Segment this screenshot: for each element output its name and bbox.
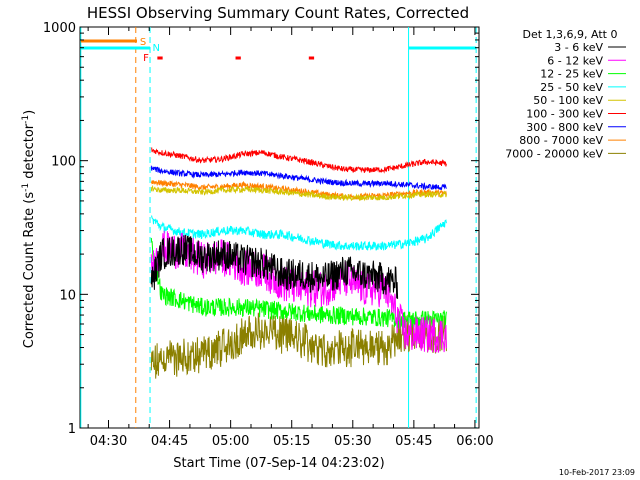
series-line-300-800-kev bbox=[150, 165, 447, 191]
chart-title: HESSI Observing Summary Count Rates, Cor… bbox=[87, 4, 469, 22]
legend-label: 6 - 12 keV bbox=[547, 54, 603, 67]
flag-label: S bbox=[140, 37, 146, 48]
legend-label: 50 - 100 keV bbox=[533, 94, 603, 107]
plot-area: SNF bbox=[79, 26, 480, 429]
x-tick-label: 04:45 bbox=[151, 434, 188, 449]
legend-label: 3 - 6 keV bbox=[554, 41, 603, 54]
series-line-100-300-kev bbox=[151, 147, 447, 174]
legend-label: 800 - 7000 keV bbox=[519, 134, 603, 147]
flag-label: N bbox=[152, 43, 159, 54]
legend-label: 25 - 50 keV bbox=[540, 81, 603, 94]
series-line-6-12-kev bbox=[150, 230, 447, 353]
series-line-3-6-kev bbox=[150, 234, 399, 299]
flag-label: F bbox=[143, 53, 149, 64]
x-axis-label: Start Time (07-Sep-14 04:23:02) bbox=[173, 456, 384, 471]
x-tick-label: 04:30 bbox=[90, 434, 127, 449]
series-line-25-50-kev bbox=[150, 214, 447, 251]
y-tick-label: 100 bbox=[51, 155, 76, 170]
legend-header: Det 1,3,6,9, Att 0 bbox=[523, 28, 618, 41]
legend-label: 300 - 800 keV bbox=[526, 121, 603, 134]
y-tick-label: 1 bbox=[68, 422, 76, 437]
plot-frame bbox=[79, 26, 480, 429]
legend-label: 7000 - 20000 keV bbox=[505, 147, 603, 160]
series-line-800-7000-kev bbox=[150, 179, 447, 201]
legend-label: 12 - 25 keV bbox=[540, 68, 603, 81]
x-tick-label: 05:30 bbox=[334, 434, 371, 449]
x-tick-label: 05:45 bbox=[395, 434, 432, 449]
y-tick-label: 1000 bbox=[43, 21, 76, 36]
x-tick-label: 05:15 bbox=[273, 434, 310, 449]
timestamp: 10-Feb-2017 23:09 bbox=[559, 468, 635, 477]
legend-label: 100 - 300 keV bbox=[526, 108, 603, 121]
x-axis: 04:30 04:45 05:00 05:15 05:30 05:45 06:00 bbox=[87, 27, 494, 449]
y-axis-label: Corrected Count Rate (s-1 detector-1) bbox=[21, 110, 37, 348]
y-axis: 1 10 100 1000 bbox=[43, 21, 479, 437]
y-tick-label: 10 bbox=[59, 288, 76, 303]
series-line-50-100-kev bbox=[150, 184, 447, 202]
x-tick-label: 06:00 bbox=[456, 434, 493, 449]
x-tick-label: 05:00 bbox=[212, 434, 249, 449]
